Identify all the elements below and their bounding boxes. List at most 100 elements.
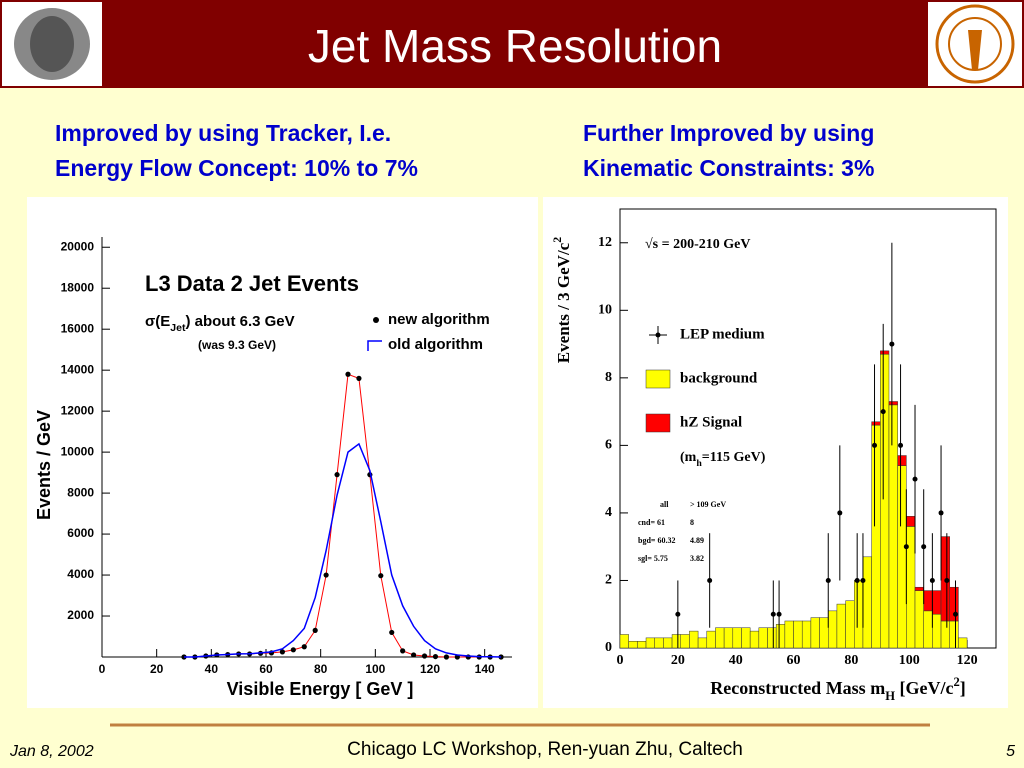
x-tick-label: 0 (99, 662, 106, 676)
histogram-bar (697, 637, 708, 649)
histogram-bar (628, 640, 638, 649)
data-point (707, 577, 713, 583)
x-tick-label: 80 (844, 653, 858, 668)
data-point (854, 577, 860, 583)
chart: 0 20 40 60 80 100 120 0 2 4 6 8 10 12 LEP medium backgr… (550, 208, 997, 703)
data-point (378, 573, 384, 579)
x-tick-label: 0 (617, 653, 624, 668)
chart-title: L3 Data 2 Jet Events (145, 271, 359, 296)
histogram-bar (906, 516, 916, 527)
histogram-bar (949, 586, 959, 622)
left-logo (2, 2, 102, 86)
caption: Kinematic Constraints: 3% (583, 155, 874, 181)
data-point (290, 647, 296, 653)
table-cell: 3.82 (690, 554, 704, 563)
y-tick-label: 20000 (61, 239, 95, 253)
histogram-bar (784, 620, 794, 649)
histogram-bar (680, 634, 690, 649)
histogram-bar (854, 580, 864, 649)
data-point (889, 341, 895, 347)
data-point (411, 652, 417, 658)
header-bar (0, 0, 1024, 88)
y-axis-label: Events / 3 GeV/c2 (550, 237, 573, 363)
histogram-bar (810, 617, 820, 649)
y-tick-label: 8000 (67, 485, 94, 499)
caption: Energy Flow Concept: 10% to 7% (55, 155, 418, 181)
table-cell: sgl= 5.75 (638, 554, 668, 563)
data-point (776, 611, 782, 617)
histogram-bar (654, 637, 664, 649)
data-point (301, 644, 307, 650)
legend-label: old algorithm (388, 336, 483, 353)
legend-marker (373, 317, 379, 323)
histogram-bar (758, 627, 768, 649)
data-point (872, 442, 878, 448)
y-tick-label: 0 (605, 640, 612, 655)
data-point (944, 577, 950, 583)
histogram-bar (871, 424, 881, 649)
annotation-part: σ(E (145, 313, 170, 330)
chart: 0 20 40 60 80 100 120 140 2000 4000 6000 8000 10000 1… (34, 237, 512, 699)
x-tick-label: 40 (205, 662, 219, 676)
histogram-bar (715, 627, 725, 649)
table-cell: 4.89 (690, 536, 704, 545)
x-tick-label: 20 (150, 662, 164, 676)
annotation-part: =115 GeV) (702, 450, 766, 465)
y-axis-label: Events / GeV (34, 410, 54, 520)
data-point (279, 649, 285, 655)
histogram-bar (888, 401, 898, 406)
data-point (903, 544, 909, 550)
histogram-bar (914, 590, 924, 649)
annotation: (mh=115 GeV) (680, 450, 766, 469)
x-tick-label: 100 (899, 653, 920, 668)
y-tick-label: 18000 (61, 280, 95, 294)
y-tick-label: 10000 (61, 444, 95, 458)
annotation: √s = 200-210 GeV (645, 237, 751, 252)
data-point (880, 409, 886, 415)
y-axis-label-part: Events / 3 GeV/c (554, 242, 573, 363)
data-point (400, 648, 406, 654)
data-point (898, 442, 904, 448)
histogram-bar (888, 404, 898, 649)
histogram-bar (741, 627, 751, 649)
x-tick-label: 60 (259, 662, 273, 676)
annotation: (was 9.3 GeV) (198, 338, 276, 352)
y-tick-label: 12 (598, 235, 612, 250)
histogram-bar (689, 630, 699, 649)
y-axis-label-part: 2 (550, 237, 564, 243)
data-point (770, 611, 776, 617)
data-point (312, 627, 318, 633)
histogram-bar (723, 627, 734, 649)
legend-marker (367, 340, 382, 351)
annotation-part: Jet (170, 322, 186, 334)
histogram-bar (793, 620, 803, 649)
series-line (184, 442, 502, 658)
data-point (837, 510, 843, 516)
legend-label: LEP medium (680, 326, 765, 342)
data-point (912, 476, 918, 482)
data-point (345, 371, 351, 377)
data-point (675, 611, 681, 617)
x-tick-label: 140 (475, 662, 495, 676)
table-cell: cnd= 61 (638, 518, 665, 527)
histogram-bar (940, 620, 950, 649)
histogram-bar (897, 455, 907, 466)
x-axis-label-part: [GeV/c (895, 678, 953, 698)
histogram-bar (671, 634, 681, 649)
histogram-bar (775, 624, 786, 649)
histogram-bar (637, 640, 647, 649)
x-axis-label-part: H (885, 689, 895, 703)
chart-panel (27, 197, 538, 708)
slide-title: Jet Mass Resolution (308, 20, 722, 72)
histogram-bar (819, 617, 829, 649)
histogram-bar (749, 630, 760, 649)
y-tick-label: 6 (605, 438, 612, 453)
histogram-bar (914, 586, 924, 591)
y-tick-label: 16000 (61, 321, 95, 335)
data-point (389, 629, 395, 636)
data-point (334, 472, 340, 478)
annotation-part: (m (680, 450, 697, 465)
table-cell: all (660, 500, 669, 509)
table-cell: 8 (690, 518, 694, 527)
